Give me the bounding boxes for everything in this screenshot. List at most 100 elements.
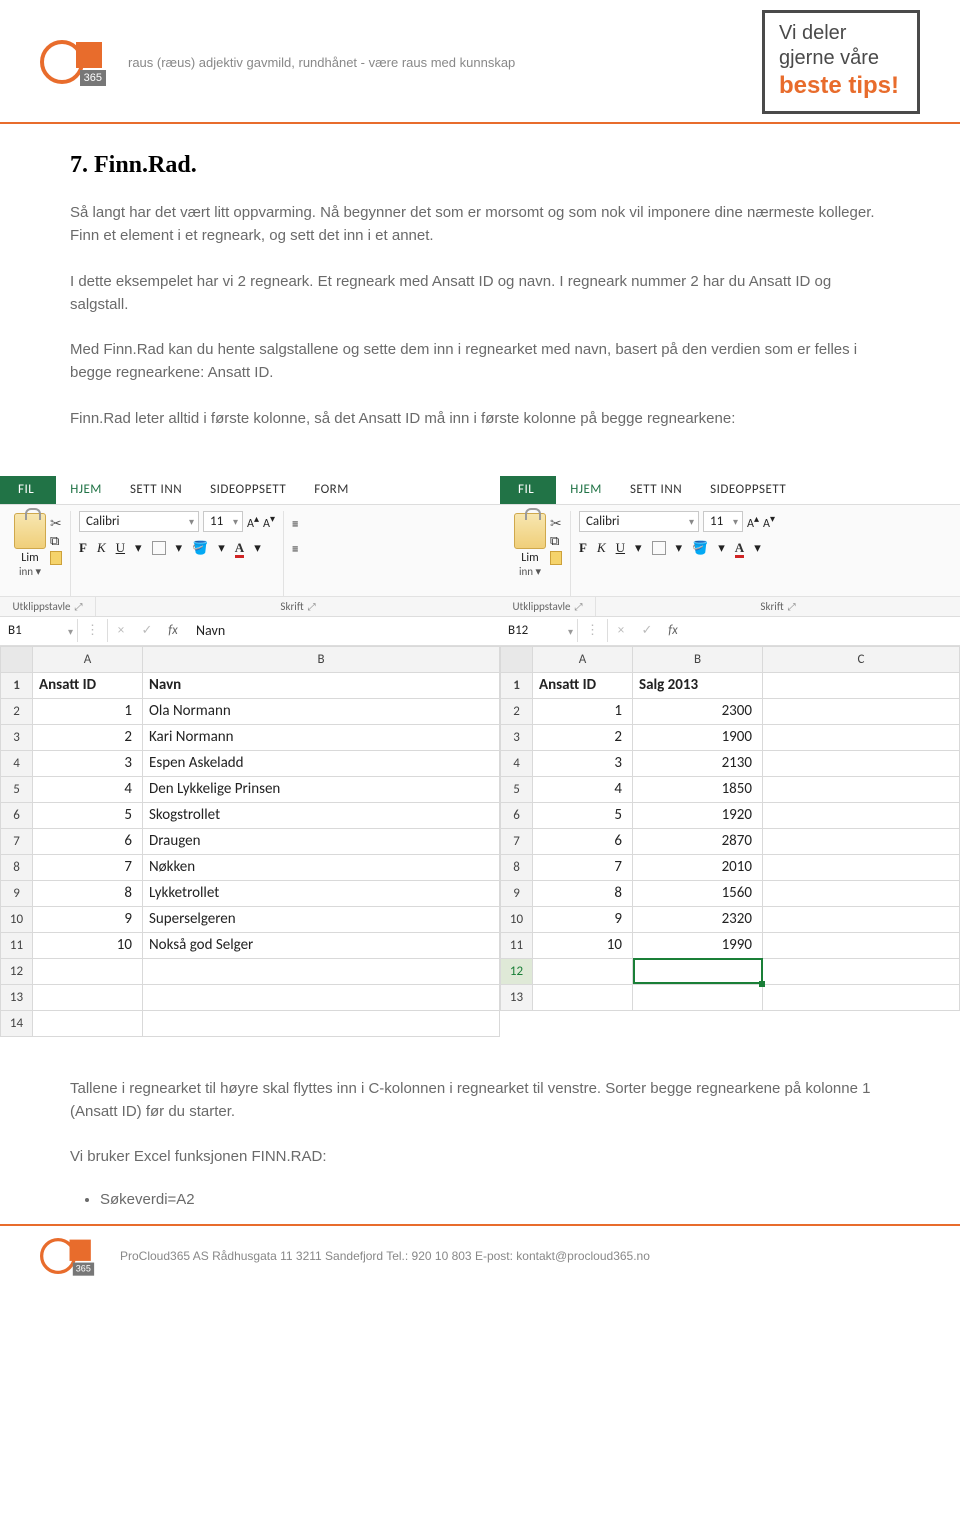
row-header[interactable]: 1 [1, 672, 33, 698]
cell[interactable] [533, 984, 633, 1010]
row-header[interactable]: 4 [1, 750, 33, 776]
cell[interactable] [33, 1010, 143, 1036]
tab-page-layout[interactable]: SIDEOPPSETT [696, 476, 800, 504]
cell[interactable]: Kari Normann [143, 724, 500, 750]
col-header-B[interactable]: B [143, 646, 500, 672]
cell[interactable]: Espen Askeladd [143, 750, 500, 776]
cell[interactable] [763, 854, 960, 880]
row-header[interactable]: 8 [501, 854, 533, 880]
format-painter-icon[interactable] [550, 551, 562, 565]
grow-font-icon[interactable]: A▴ [247, 512, 259, 531]
formula-value-left[interactable]: Navn [186, 618, 235, 643]
row-header[interactable]: 6 [1, 802, 33, 828]
cell[interactable]: 3 [33, 750, 143, 776]
cell[interactable]: 1920 [633, 802, 763, 828]
cell[interactable]: 3 [533, 750, 633, 776]
cell[interactable] [143, 1010, 500, 1036]
cell[interactable]: Den Lykkelige Prinsen [143, 776, 500, 802]
fill-color-button[interactable]: 🪣 [692, 540, 708, 556]
col-header-B[interactable]: B [633, 646, 763, 672]
fx-icon[interactable]: fx [160, 623, 186, 638]
italic-button[interactable]: K [597, 540, 606, 556]
cell[interactable]: 6 [33, 828, 143, 854]
row-header[interactable]: 10 [1, 906, 33, 932]
formula-value-right[interactable] [686, 627, 706, 635]
cell[interactable]: 1850 [633, 776, 763, 802]
confirm-icon[interactable]: ✓ [134, 619, 160, 642]
row-header[interactable]: 3 [501, 724, 533, 750]
cell[interactable]: Lykketrollet [143, 880, 500, 906]
align-icon[interactable]: ≡ [292, 517, 298, 532]
underline-button[interactable]: U [616, 540, 625, 556]
row-header[interactable]: 5 [501, 776, 533, 802]
underline-button[interactable]: U [116, 540, 125, 556]
col-header-A[interactable]: A [533, 646, 633, 672]
row-header[interactable]: 7 [1, 828, 33, 854]
cell[interactable] [633, 984, 763, 1010]
border-button[interactable] [652, 541, 666, 555]
cell[interactable]: 2 [33, 724, 143, 750]
cell[interactable]: 4 [33, 776, 143, 802]
clipboard-icon[interactable] [514, 513, 546, 549]
tab-insert[interactable]: SETT INN [616, 476, 696, 504]
cell[interactable] [33, 984, 143, 1010]
row-header[interactable]: 5 [1, 776, 33, 802]
row-header[interactable]: 7 [501, 828, 533, 854]
fill-color-button[interactable]: 🪣 [192, 540, 208, 556]
cell[interactable] [763, 880, 960, 906]
name-box-left[interactable]: B1 [0, 619, 78, 642]
cell[interactable]: Nøkken [143, 854, 500, 880]
copy-icon[interactable]: ⧉ [550, 534, 562, 549]
cell[interactable]: 1560 [633, 880, 763, 906]
cell[interactable] [763, 828, 960, 854]
cell[interactable]: 2 [533, 724, 633, 750]
font-name-dropdown[interactable]: Calibri [579, 511, 699, 532]
cell[interactable]: 8 [533, 880, 633, 906]
cell[interactable]: 2010 [633, 854, 763, 880]
cell[interactable]: Skogstrollet [143, 802, 500, 828]
cell[interactable] [763, 724, 960, 750]
row-header[interactable]: 8 [1, 854, 33, 880]
tab-home[interactable]: HJEM [556, 476, 616, 504]
clipboard-icon[interactable] [14, 513, 46, 549]
name-box-right[interactable]: B12 [500, 619, 578, 642]
border-button[interactable] [152, 541, 166, 555]
tab-page-layout[interactable]: SIDEOPPSETT [196, 476, 300, 504]
tab-file[interactable]: FIL [500, 476, 556, 504]
cell[interactable]: 2300 [633, 698, 763, 724]
cell[interactable] [763, 698, 960, 724]
cell[interactable] [763, 958, 960, 984]
tab-file[interactable]: FIL [0, 476, 56, 504]
shrink-font-icon[interactable]: A▾ [263, 512, 275, 531]
cell[interactable] [143, 958, 500, 984]
cell[interactable]: 1990 [633, 932, 763, 958]
cancel-icon[interactable]: × [608, 619, 634, 642]
row-header[interactable]: 12 [1, 958, 33, 984]
cell[interactable]: 7 [33, 854, 143, 880]
cell[interactable]: 10 [533, 932, 633, 958]
bold-button[interactable]: F [579, 540, 587, 556]
cell[interactable]: 1900 [633, 724, 763, 750]
row-header[interactable]: 13 [501, 984, 533, 1010]
format-painter-icon[interactable] [50, 551, 62, 565]
cell[interactable] [763, 672, 960, 698]
cell[interactable]: 1 [533, 698, 633, 724]
cell[interactable]: 5 [533, 802, 633, 828]
cell[interactable]: 9 [533, 906, 633, 932]
col-header-A[interactable]: A [33, 646, 143, 672]
tab-formulas-partial[interactable]: FORM [300, 476, 363, 504]
cell[interactable] [763, 906, 960, 932]
cell[interactable] [763, 932, 960, 958]
cut-icon[interactable]: ✂ [550, 515, 562, 532]
fx-icon[interactable]: fx [660, 623, 686, 638]
tab-insert[interactable]: SETT INN [116, 476, 196, 504]
cell[interactable]: 1 [33, 698, 143, 724]
cell[interactable] [533, 958, 633, 984]
cell[interactable]: 10 [33, 932, 143, 958]
cell[interactable]: 2130 [633, 750, 763, 776]
cell[interactable]: Draugen [143, 828, 500, 854]
row-header[interactable]: 3 [1, 724, 33, 750]
font-size-dropdown[interactable]: 11 [203, 511, 243, 532]
row-header[interactable]: 4 [501, 750, 533, 776]
col-header-C[interactable]: C [763, 646, 960, 672]
